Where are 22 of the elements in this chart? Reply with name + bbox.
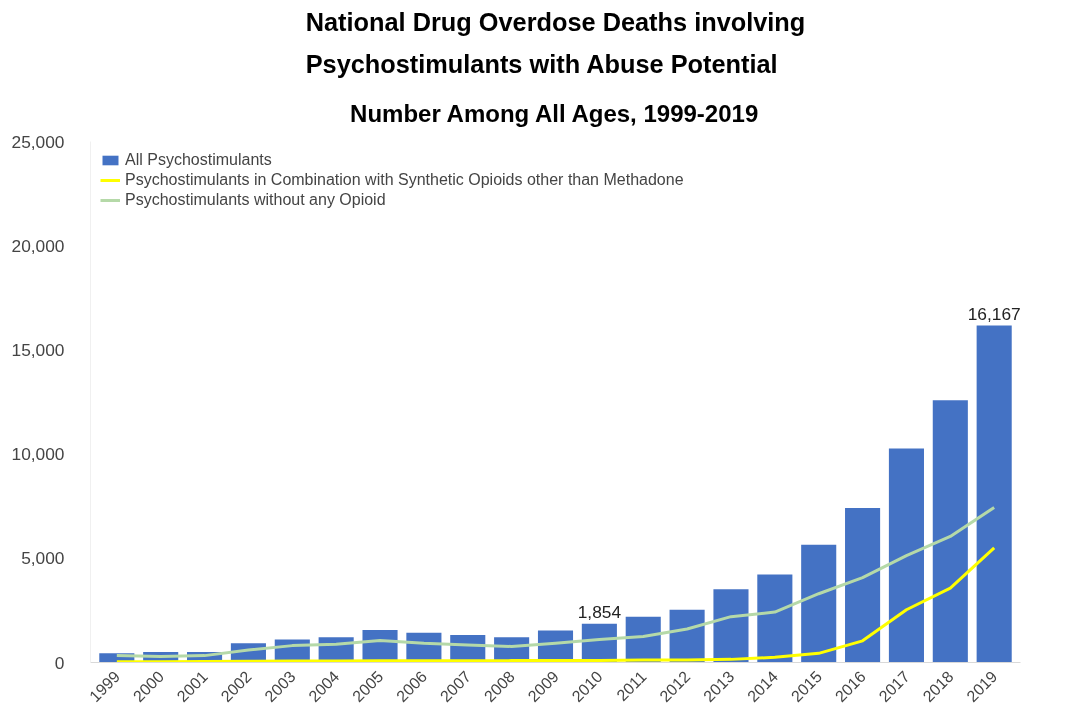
bar bbox=[713, 589, 749, 663]
bar bbox=[976, 325, 1012, 663]
chart-title: National Drug Overdose Deaths involving Psychostimulants with Abuse Potential bbox=[305, 7, 806, 78]
y-tick-label: 25,000 bbox=[11, 131, 65, 152]
data-label: 16,167 bbox=[967, 303, 1021, 324]
y-tick-label: 5,000 bbox=[21, 548, 65, 569]
legend-label: Psychostimulants in Combination with Synthetic Opioids other than Methadone bbox=[125, 171, 684, 189]
y-tick-label: 10,000 bbox=[11, 444, 65, 465]
line-series bbox=[115, 505, 996, 658]
data-label: 1,854 bbox=[577, 601, 622, 622]
y-tick-label: 15,000 bbox=[11, 339, 65, 360]
legend-label: Psychostimulants without any Opioid bbox=[125, 191, 386, 209]
bar bbox=[932, 400, 968, 663]
bar bbox=[845, 508, 881, 663]
y-tick-label: 20,000 bbox=[11, 235, 65, 256]
chart-subtitle: Number Among All Ages, 1999-2019 bbox=[350, 99, 759, 127]
legend-label: All Psychostimulants bbox=[125, 151, 272, 169]
bar bbox=[801, 544, 837, 663]
bar bbox=[888, 448, 924, 663]
bar bbox=[757, 574, 793, 663]
y-tick-label: 0 bbox=[54, 652, 65, 673]
line-series bbox=[115, 546, 996, 663]
